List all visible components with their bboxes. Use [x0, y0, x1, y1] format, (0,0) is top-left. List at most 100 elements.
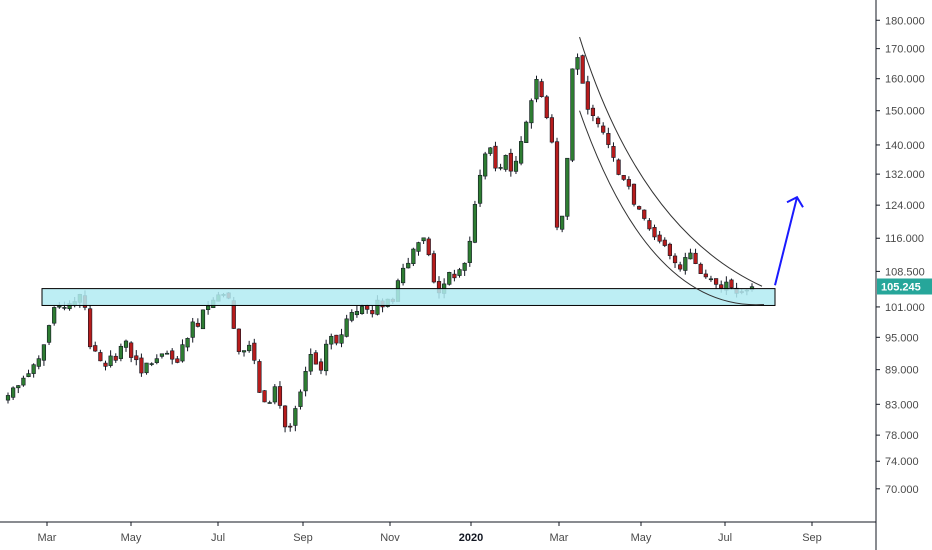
candle[interactable]	[503, 154, 508, 172]
candle[interactable]	[293, 405, 298, 432]
candle[interactable]	[421, 237, 426, 244]
candle[interactable]	[590, 104, 596, 122]
candle[interactable]	[93, 341, 98, 352]
candle[interactable]	[149, 362, 154, 367]
candle[interactable]	[129, 341, 134, 363]
candle[interactable]	[426, 236, 431, 257]
candle[interactable]	[108, 350, 113, 368]
candle[interactable]	[236, 328, 241, 355]
candle[interactable]	[703, 269, 708, 279]
candle[interactable]	[247, 340, 252, 353]
candle[interactable]	[498, 163, 503, 171]
candle[interactable]	[467, 236, 472, 267]
candle[interactable]	[26, 369, 31, 378]
price-axis[interactable]: 70.000 74.000 78.000 83.000 89.000 95.000 101.…	[875, 0, 932, 550]
candle[interactable]	[652, 224, 657, 241]
candle[interactable]	[123, 339, 129, 352]
candle[interactable]	[729, 278, 734, 290]
candle[interactable]	[626, 176, 631, 190]
candle[interactable]	[477, 169, 483, 207]
candle[interactable]	[708, 275, 714, 282]
candle[interactable]	[282, 405, 288, 433]
candle[interactable]	[139, 353, 144, 377]
candle[interactable]	[683, 252, 688, 275]
candle[interactable]	[46, 324, 52, 346]
time-axis[interactable]: Mar May Jul Sep Nov 2020 Mar May Jul Sep	[0, 521, 876, 544]
candle[interactable]	[170, 348, 175, 365]
candle[interactable]	[36, 355, 41, 370]
lower-trend-curve[interactable]	[579, 110, 765, 306]
candle[interactable]	[175, 355, 180, 364]
candle[interactable]	[277, 381, 283, 409]
candle[interactable]	[313, 350, 318, 365]
candle[interactable]	[185, 337, 190, 352]
candle[interactable]	[616, 158, 621, 176]
upper-trend-curve[interactable]	[579, 36, 763, 287]
candle[interactable]	[493, 141, 498, 172]
candle[interactable]	[462, 262, 467, 276]
candle[interactable]	[329, 333, 334, 350]
candle[interactable]	[457, 267, 462, 278]
candle[interactable]	[344, 314, 349, 338]
candle[interactable]	[190, 317, 195, 343]
candle[interactable]	[472, 200, 478, 244]
candle[interactable]	[288, 423, 293, 432]
candle[interactable]	[647, 218, 652, 231]
candle[interactable]	[488, 147, 493, 156]
candle[interactable]	[318, 358, 324, 375]
candle[interactable]	[672, 253, 678, 268]
candle[interactable]	[87, 305, 93, 350]
candle[interactable]	[98, 349, 103, 362]
candle[interactable]	[698, 262, 703, 274]
candle[interactable]	[621, 175, 626, 181]
candle[interactable]	[519, 136, 524, 166]
candle[interactable]	[195, 318, 200, 328]
candle[interactable]	[154, 354, 159, 365]
breakout-arrow[interactable]	[774, 195, 804, 286]
candle[interactable]	[595, 116, 601, 128]
candle[interactable]	[406, 257, 411, 269]
candle[interactable]	[513, 156, 519, 175]
candle[interactable]	[180, 339, 185, 363]
candle[interactable]	[400, 263, 406, 286]
candle[interactable]	[159, 353, 165, 359]
candle[interactable]	[508, 148, 513, 177]
candle[interactable]	[560, 215, 565, 233]
candle[interactable]	[554, 137, 560, 231]
candle[interactable]	[349, 309, 354, 323]
candle[interactable]	[667, 242, 673, 260]
candle[interactable]	[334, 334, 339, 346]
candle[interactable]	[308, 348, 313, 375]
candle[interactable]	[678, 261, 683, 272]
candle[interactable]	[483, 151, 488, 180]
candle[interactable]	[534, 75, 539, 103]
candle[interactable]	[52, 306, 57, 326]
candle[interactable]	[41, 344, 47, 366]
candle[interactable]	[529, 98, 534, 129]
support-zone[interactable]	[41, 288, 776, 306]
candle[interactable]	[580, 54, 585, 84]
candle[interactable]	[642, 209, 647, 221]
candle[interactable]	[688, 248, 693, 260]
candle[interactable]	[113, 353, 118, 363]
candle[interactable]	[303, 366, 308, 397]
candle[interactable]	[411, 247, 416, 267]
candle[interactable]	[11, 386, 16, 400]
candle[interactable]	[637, 205, 642, 211]
candle[interactable]	[262, 390, 267, 403]
candle[interactable]	[657, 231, 662, 244]
candle[interactable]	[16, 385, 21, 394]
candle[interactable]	[252, 338, 257, 365]
candle[interactable]	[21, 375, 26, 387]
candle[interactable]	[118, 343, 123, 362]
candle[interactable]	[416, 241, 421, 256]
candle[interactable]	[539, 78, 544, 98]
candle[interactable]	[549, 114, 554, 144]
candle[interactable]	[524, 120, 529, 143]
candle[interactable]	[257, 359, 262, 393]
candle[interactable]	[134, 350, 139, 366]
candle[interactable]	[267, 400, 272, 404]
candle[interactable]	[662, 237, 667, 248]
candle[interactable]	[324, 339, 329, 376]
